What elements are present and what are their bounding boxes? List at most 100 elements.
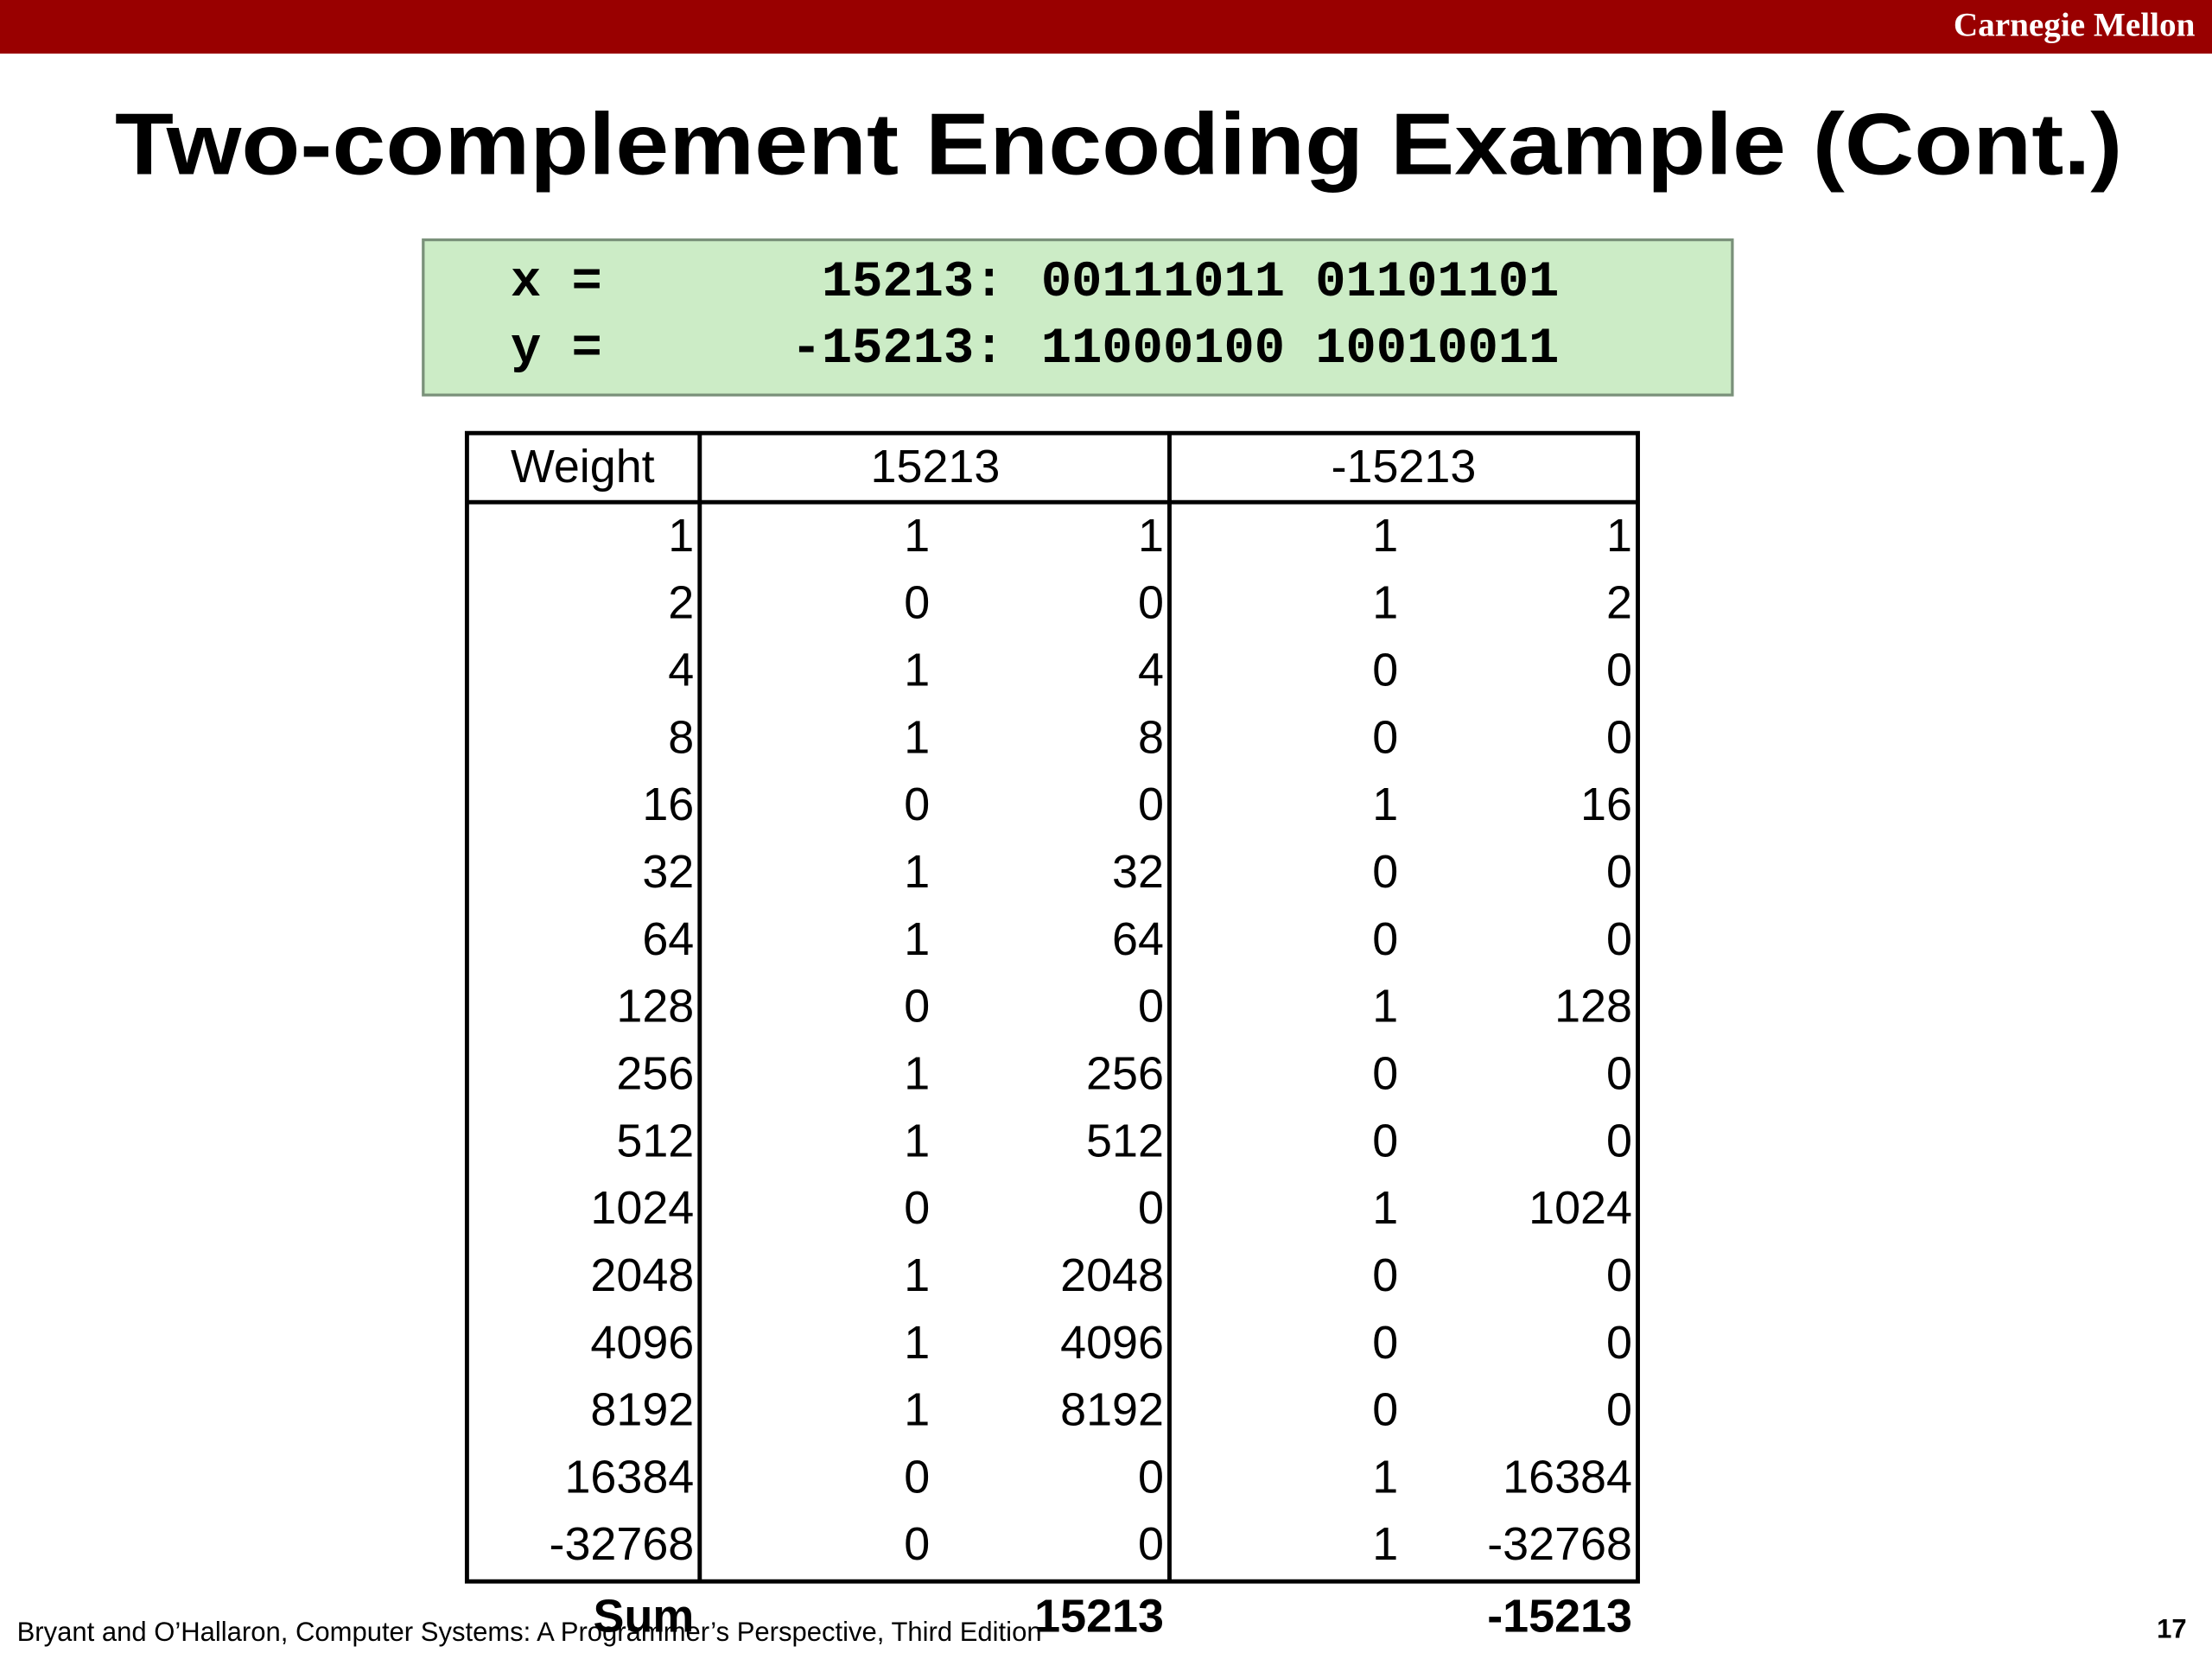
table-cell: 16 [1580, 779, 1632, 830]
table-cell: 2 [1606, 577, 1632, 629]
citation: Bryant and O’Hallaron, Computer Systems:… [17, 1617, 1042, 1647]
table-cell: 256 [616, 1047, 694, 1099]
table-cell: 1024 [590, 1182, 694, 1234]
table-cell: 0 [1606, 846, 1632, 898]
table-cell: 0 [1606, 1047, 1632, 1099]
table-cell: 0 [1372, 711, 1398, 763]
table-cell: 1024 [1529, 1182, 1632, 1234]
table-cell: 2048 [1060, 1249, 1164, 1301]
table-cell: 1 [904, 510, 930, 562]
table-cell: 128 [616, 981, 694, 1033]
table-cell: 16384 [1503, 1451, 1632, 1503]
table-cell: 8192 [1060, 1384, 1164, 1436]
table-cell: 64 [642, 913, 694, 965]
page-number: 17 [2157, 1614, 2187, 1644]
table-cell: 0 [1606, 711, 1632, 763]
sum-cell: Sum [594, 1591, 695, 1643]
table-cell: 1 [904, 645, 930, 696]
table-cell: 0 [1372, 1249, 1398, 1301]
table-cell: 0 [1606, 1249, 1632, 1301]
table-cell: 1 [1138, 510, 1164, 562]
table-cell: 512 [1086, 1115, 1164, 1166]
table-cell: 0 [1138, 981, 1164, 1033]
table-cell: 128 [1554, 981, 1632, 1033]
table-cell: 1 [904, 1249, 930, 1301]
table-cell: 0 [1138, 577, 1164, 629]
table-cell: 0 [904, 1182, 930, 1234]
table-cell: 1 [1372, 577, 1398, 629]
table-cell: 0 [1372, 1047, 1398, 1099]
table-cell: 0 [1606, 645, 1632, 696]
table-cell: 8 [668, 711, 694, 763]
table-cell: 1 [1372, 779, 1398, 830]
table-cell: 0 [1372, 1115, 1398, 1166]
table-cell: 0 [1372, 1317, 1398, 1369]
table-cell: 1 [1372, 1518, 1398, 1570]
code-variable: y = [511, 320, 602, 378]
table-cell: 4 [1138, 645, 1164, 696]
table-cell: 0 [1138, 1518, 1164, 1570]
table-cell: 0 [1606, 913, 1632, 965]
table-cell: 1 [1372, 1182, 1398, 1234]
table-cell: 0 [1372, 1384, 1398, 1436]
table-cell: 1 [668, 510, 694, 562]
table-cell: 4096 [590, 1317, 694, 1369]
sum-cell: -15213 [1487, 1591, 1632, 1643]
table-header: -15213 [1332, 441, 1477, 493]
table-cell: 0 [904, 779, 930, 830]
code-binary: 11000100 10010011 [1041, 320, 1560, 378]
table-cell: 16 [642, 779, 694, 830]
table-cell: 8 [1138, 711, 1164, 763]
table-cell: 0 [1606, 1317, 1632, 1369]
table-cell: 32 [642, 846, 694, 898]
table-cell: 16384 [564, 1451, 694, 1503]
table-cell: -32768 [1487, 1518, 1632, 1570]
table-cell: 0 [1606, 1384, 1632, 1436]
table-cell: 0 [904, 1518, 930, 1570]
table-cell: 1 [1372, 510, 1398, 562]
table-cell: 512 [616, 1115, 694, 1166]
table-cell: 0 [1138, 1451, 1164, 1503]
code-decimal: -15213: [791, 320, 1005, 378]
code-box [422, 238, 1734, 397]
table-cell: 1 [904, 846, 930, 898]
table-cell: 2 [668, 577, 694, 629]
table-cell: -32768 [550, 1518, 695, 1570]
table-cell: 1 [1372, 981, 1398, 1033]
table-cell: 1 [904, 1384, 930, 1436]
table-cell: 0 [904, 1451, 930, 1503]
table-cell: 0 [904, 981, 930, 1033]
table-cell: 2048 [590, 1249, 694, 1301]
sum-cell: 15213 [1034, 1591, 1164, 1643]
table-cell: 4 [668, 645, 694, 696]
header-bar [0, 0, 2212, 54]
table-cell: 0 [1138, 1182, 1164, 1234]
table-cell: 0 [1372, 645, 1398, 696]
code-variable: x = [511, 253, 602, 311]
table-cell: 1 [904, 711, 930, 763]
table-cell: 1 [1372, 1451, 1398, 1503]
table-cell: 0 [1138, 779, 1164, 830]
table-cell: 4096 [1060, 1317, 1164, 1369]
table-cell: 64 [1112, 913, 1164, 965]
table-cell: 0 [904, 577, 930, 629]
slide-title: Two-complement Encoding Example (Cont.) [115, 95, 2122, 193]
table-header: Weight [511, 441, 655, 493]
table-cell: 1 [904, 1047, 930, 1099]
table-cell: 256 [1086, 1047, 1164, 1099]
table-cell: 1 [1606, 510, 1632, 562]
table-cell: 1 [904, 1317, 930, 1369]
table-cell: 1 [904, 1115, 930, 1166]
table-header: 15213 [871, 441, 1001, 493]
code-decimal: 15213: [822, 253, 1005, 311]
table-cell: 0 [1606, 1115, 1632, 1166]
table-border [464, 430, 1640, 1584]
table-cell: 8192 [590, 1384, 694, 1436]
code-binary: 00111011 01101101 [1041, 253, 1560, 311]
table-cell: 0 [1372, 846, 1398, 898]
table-cell: 32 [1112, 846, 1164, 898]
table-cell: 1 [904, 913, 930, 965]
brand: Carnegie Mellon [1954, 7, 2196, 44]
